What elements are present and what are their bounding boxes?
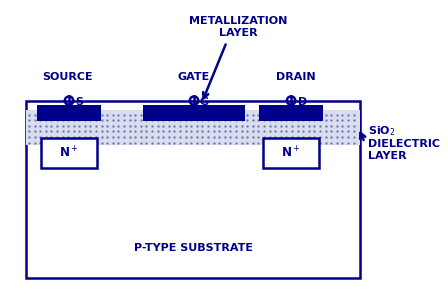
Bar: [26, 101, 360, 278]
Bar: [41, 138, 97, 168]
Bar: [259, 105, 323, 121]
Text: SOURCE: SOURCE: [42, 72, 92, 82]
Text: G: G: [200, 97, 209, 107]
Text: S: S: [76, 97, 84, 107]
Text: METALLIZATION: METALLIZATION: [189, 16, 287, 26]
Bar: [26, 110, 360, 145]
Text: D: D: [297, 97, 307, 107]
Text: GATE: GATE: [178, 72, 210, 82]
Text: LAYER: LAYER: [369, 151, 407, 161]
Bar: [37, 105, 101, 121]
Text: SiO$_2$: SiO$_2$: [369, 124, 396, 138]
Text: N$^+$: N$^+$: [281, 145, 301, 161]
Text: P-TYPE SUBSTRATE: P-TYPE SUBSTRATE: [134, 243, 253, 253]
Text: DIELECTRIC: DIELECTRIC: [369, 139, 440, 149]
Bar: [143, 105, 246, 121]
Text: N$^+$: N$^+$: [59, 145, 79, 161]
Text: DRAIN: DRAIN: [276, 72, 315, 82]
Text: LAYER: LAYER: [219, 28, 257, 38]
Bar: [263, 138, 319, 168]
